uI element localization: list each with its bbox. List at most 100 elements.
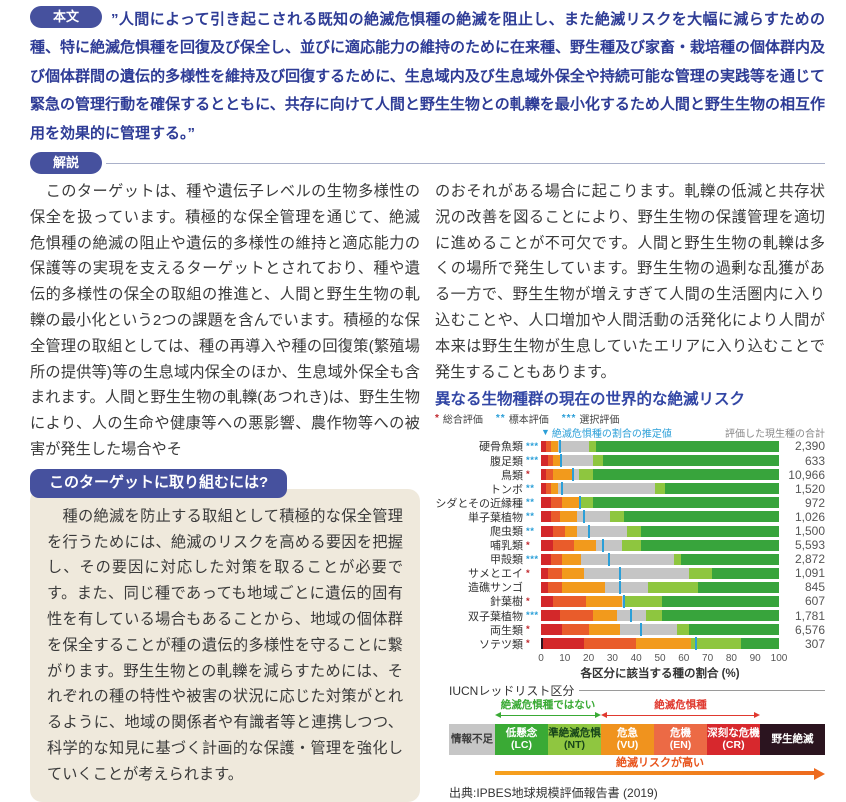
bar-segment-nt — [579, 469, 594, 481]
iucn-cell: 情報不足 — [449, 723, 495, 755]
bar-segment-dd — [560, 455, 594, 467]
eval-label: 選択評価 — [579, 415, 620, 427]
bar-segment-nt — [621, 539, 641, 551]
estimated-threatened-tick — [579, 496, 582, 510]
species-stars: * — [526, 595, 531, 607]
iucn-cell: 準絶滅危惧 (NT) — [548, 723, 601, 755]
species-label: 鳥類 — [501, 469, 523, 482]
bar-segment-lc — [712, 567, 779, 579]
species-total: 607 — [804, 594, 825, 609]
bar-segment-cr — [543, 638, 584, 650]
bar-segment-en — [560, 610, 594, 622]
species-label: ソテツ類 — [479, 638, 523, 651]
double-arrow-icon — [495, 712, 601, 720]
honbun-quote: ”人間によって引き起こされる既知の絶滅危惧種の絶滅を阻止し、また絶滅リスクを大幅… — [30, 11, 826, 142]
estimated-threatened-tick — [607, 552, 610, 566]
bar-segment-dd — [576, 511, 610, 523]
x-tick: 80 — [725, 652, 737, 664]
stacked-bar — [541, 566, 779, 580]
bar-segment-lc — [662, 595, 779, 607]
chart-row: シダとその近縁種 ** 972 — [435, 496, 825, 510]
stacked-bar — [541, 524, 779, 538]
x-tick: 50 — [654, 652, 666, 664]
bar-segment-vu — [586, 595, 622, 607]
species-label: 哺乳類 — [490, 540, 523, 553]
stacked-bar — [541, 580, 779, 594]
x-tick: 20 — [583, 652, 595, 664]
right-column: のおそれがある場合に起こります。軋轢の低減と共存状況の改善を図ることにより、野生… — [435, 179, 825, 802]
bar-segment-vu — [564, 525, 577, 537]
bar-segment-nt — [676, 624, 689, 636]
species-stars: ** — [526, 525, 535, 537]
eval-legend: * 総合評価 ** 標本評価 *** 選択評価 — [435, 411, 825, 427]
bar-segment-nt — [610, 511, 625, 523]
bar-segment-nt — [626, 525, 641, 537]
stacked-bar — [541, 468, 779, 482]
bar-segment-vu — [560, 511, 577, 523]
iucn-title-row: IUCNレッドリスト区分 — [449, 684, 825, 698]
species-stars: * — [526, 539, 531, 551]
eval-legend-item: * 総合評価 — [435, 411, 483, 426]
chart-row: 甲殻類 *** 2,872 — [435, 552, 825, 566]
bar-segment-nt — [688, 567, 713, 579]
bar-segment-lc — [595, 440, 779, 452]
threatened-arrow: 絶滅危惧種 — [601, 699, 760, 724]
x-tick: 100 — [770, 652, 788, 664]
estimated-threatened-tick — [582, 510, 585, 524]
bar-segment-en — [550, 497, 563, 509]
chart-rows: 硬骨魚類 *** 2,390 腹足類 *** 633 鳥類 * 10,966 トンボ ** 1,520… — [435, 439, 825, 650]
species-label: 単子葉植物 — [468, 511, 523, 524]
eval-label: 標本評価 — [508, 415, 549, 427]
species-label: 爬虫類 — [490, 526, 523, 539]
eval-legend-item: ** 標本評価 — [496, 411, 549, 426]
bar-segment-lc — [640, 539, 779, 551]
bar-segment-cr — [541, 595, 553, 607]
iucn-cell-name: 準絶滅危惧 — [548, 727, 601, 740]
species-stars: ** — [526, 483, 535, 495]
threatened-estimate-label: 絶滅危惧種の割合の推定値 — [551, 428, 672, 440]
stacked-bar — [541, 482, 779, 496]
bar-segment-dd — [595, 539, 622, 551]
species-total: 1,091 — [794, 566, 825, 581]
species-label: 腹足類 — [490, 455, 523, 468]
estimated-threatened-tick — [601, 538, 604, 552]
estimated-threatened-tick — [630, 609, 633, 623]
species-total: 2,390 — [794, 439, 825, 454]
species-stars: * — [526, 567, 531, 579]
x-tick: 70 — [702, 652, 714, 664]
estimated-threatened-tick — [561, 482, 564, 496]
target-box: このターゲットに取り組むには? 種の絶滅を防止する取組として積極的な保全管理を行… — [30, 468, 420, 802]
bar-segment-en — [550, 553, 563, 565]
bar-segment-nt — [648, 581, 699, 593]
bar-segment-lc — [740, 638, 779, 650]
bar-segment-dd — [576, 525, 627, 537]
bar-segment-vu — [552, 469, 572, 481]
bar-segment-en — [545, 440, 551, 452]
bar-segment-en — [552, 595, 587, 607]
bar-segment-lc — [602, 455, 779, 467]
species-stars: *** — [526, 455, 539, 467]
iucn-cell-name: 情報不足 — [451, 733, 493, 746]
species-total: 6,576 — [794, 622, 825, 637]
x-axis-label: 各区分に該当する種の割合 (%) — [580, 667, 740, 680]
chart-row: 哺乳類 * 5,593 — [435, 538, 825, 552]
species-label: 硬骨魚類 — [479, 441, 523, 454]
species-stars: ** — [526, 497, 535, 509]
chart-annotation-row: ▼ 絶滅危惧種の割合の推定値 評価した現生種の合計 — [435, 425, 825, 440]
species-total: 1,026 — [794, 509, 825, 524]
bar-segment-vu — [574, 539, 596, 551]
species-label: 双子葉植物 — [468, 610, 523, 623]
stacked-bar — [541, 623, 779, 637]
iucn-cell-code: (NT) — [564, 739, 585, 752]
kaisetsu-badge: 解説 — [30, 152, 103, 175]
bar-segment-nt — [593, 455, 603, 467]
bar-segment-lc — [698, 581, 779, 593]
eval-label: 総合評価 — [442, 415, 483, 427]
species-stars: *** — [526, 440, 539, 452]
bar-segment-vu — [593, 610, 618, 622]
iucn-cell: 深刻な危機 (CR) — [707, 723, 760, 755]
kaisetsu-header: 解説 — [30, 151, 825, 175]
bar-segment-nt — [588, 440, 596, 452]
estimated-threatened-tick — [639, 623, 642, 637]
bar-segment-en — [583, 638, 637, 650]
